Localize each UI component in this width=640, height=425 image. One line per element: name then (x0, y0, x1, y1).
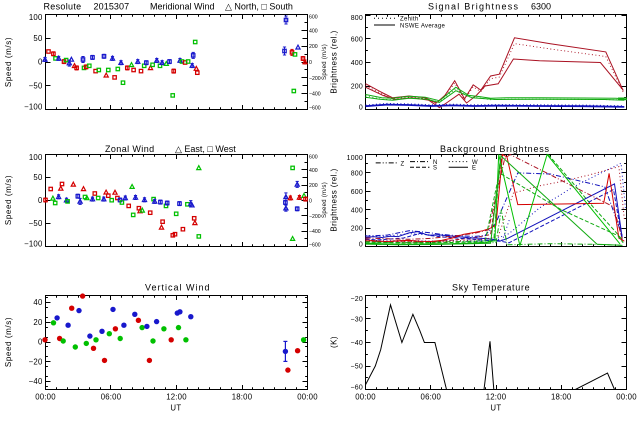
svg-text:800: 800 (351, 15, 363, 22)
svg-text:600: 600 (309, 155, 318, 161)
svg-text:−100: −100 (24, 240, 43, 249)
svg-text:800: 800 (351, 171, 363, 178)
svg-text:E: E (472, 166, 476, 172)
svg-text:0: 0 (309, 60, 312, 66)
svg-text:2015307: 2015307 (94, 2, 130, 12)
svg-text:1000: 1000 (347, 155, 363, 162)
svg-text:−200: −200 (309, 214, 321, 220)
svg-text:Speed (m/s): Speed (m/s) (4, 175, 13, 225)
svg-text:−100: −100 (24, 103, 43, 112)
svg-text:50: 50 (33, 34, 43, 43)
svg-text:−50: −50 (29, 219, 43, 228)
svg-text:Meridional Wind: Meridional Wind (150, 2, 215, 12)
svg-text:200: 200 (351, 84, 363, 91)
svg-text:6300: 6300 (531, 2, 551, 12)
svg-text:−600: −600 (309, 106, 321, 112)
svg-text:00:00: 00:00 (355, 393, 376, 402)
svg-text:−20: −20 (29, 357, 43, 366)
svg-text:−400: −400 (309, 229, 321, 235)
svg-text:06:00: 06:00 (101, 393, 122, 402)
svg-text:600: 600 (351, 189, 363, 196)
svg-text:−30: −30 (351, 317, 363, 324)
svg-text:18:00: 18:00 (232, 393, 253, 402)
svg-text:Z: Z (401, 161, 405, 167)
svg-text:N: N (433, 160, 438, 166)
svg-text:18:00: 18:00 (551, 393, 572, 402)
svg-text:200: 200 (309, 183, 318, 189)
svg-text:0: 0 (38, 58, 43, 67)
svg-text:−50: −50 (29, 81, 43, 90)
svg-text:−40: −40 (29, 377, 43, 386)
svg-text:−20: −20 (351, 296, 363, 303)
svg-text:△ North, □ South: △ North, □ South (225, 2, 293, 12)
svg-text:0: 0 (38, 196, 43, 205)
svg-text:20: 20 (33, 318, 43, 327)
svg-text:0: 0 (359, 105, 363, 112)
svg-text:400: 400 (309, 28, 318, 34)
svg-text:Speed (m/s): Speed (m/s) (322, 44, 328, 80)
svg-text:Speed (m/s): Speed (m/s) (4, 317, 13, 367)
svg-text:Brightness (rel.): Brightness (rel.) (330, 30, 339, 93)
svg-text:400: 400 (309, 168, 318, 174)
svg-text:UT: UT (490, 404, 501, 413)
svg-text:−600: −600 (309, 243, 321, 249)
svg-text:NSWE Average: NSWE Average (400, 23, 446, 29)
svg-text:W: W (472, 160, 478, 166)
svg-text:40: 40 (33, 298, 43, 307)
svg-text:Brightness (rel.): Brightness (rel.) (330, 168, 339, 231)
svg-text:100: 100 (29, 153, 43, 162)
svg-text:(K): (K) (330, 336, 339, 348)
svg-text:UT: UT (170, 404, 181, 413)
svg-text:−40: −40 (351, 340, 363, 347)
svg-text:Vertical Wind: Vertical Wind (145, 283, 211, 293)
svg-text:−400: −400 (309, 92, 321, 98)
svg-text:400: 400 (351, 207, 363, 214)
svg-text:50: 50 (33, 173, 43, 182)
svg-text:12:00: 12:00 (486, 393, 507, 402)
svg-text:00:00: 00:00 (616, 393, 637, 402)
svg-text:0: 0 (309, 199, 312, 205)
svg-text:Resolute: Resolute (44, 2, 82, 12)
svg-text:200: 200 (309, 44, 318, 50)
svg-text:12:00: 12:00 (166, 393, 187, 402)
svg-text:−60: −60 (351, 385, 363, 392)
svg-text:Signal Brightness: Signal Brightness (428, 2, 519, 12)
svg-text:06:00: 06:00 (421, 393, 442, 402)
svg-text:0: 0 (38, 338, 43, 347)
svg-text:−200: −200 (309, 76, 321, 82)
svg-text:S: S (433, 166, 437, 172)
svg-text:600: 600 (309, 15, 318, 21)
svg-text:400: 400 (351, 60, 363, 67)
svg-text:Zonal Wind: Zonal Wind (105, 144, 155, 154)
svg-text:Sky Temperature: Sky Temperature (452, 283, 530, 293)
svg-text:Speed (m/s): Speed (m/s) (4, 37, 13, 87)
svg-text:600: 600 (351, 37, 363, 44)
svg-text:Speed (m/s): Speed (m/s) (322, 182, 328, 218)
svg-text:−50: −50 (351, 364, 363, 371)
svg-text:△ East, □ West: △ East, □ West (175, 144, 236, 154)
svg-text:200: 200 (351, 226, 363, 233)
svg-text:100: 100 (29, 13, 43, 22)
svg-text:Background Brightness: Background Brightness (440, 144, 550, 154)
svg-text:0: 0 (359, 242, 363, 249)
svg-text:Zenith: Zenith (400, 17, 418, 23)
svg-text:00:00: 00:00 (35, 393, 56, 402)
svg-text:00:00: 00:00 (297, 393, 318, 402)
